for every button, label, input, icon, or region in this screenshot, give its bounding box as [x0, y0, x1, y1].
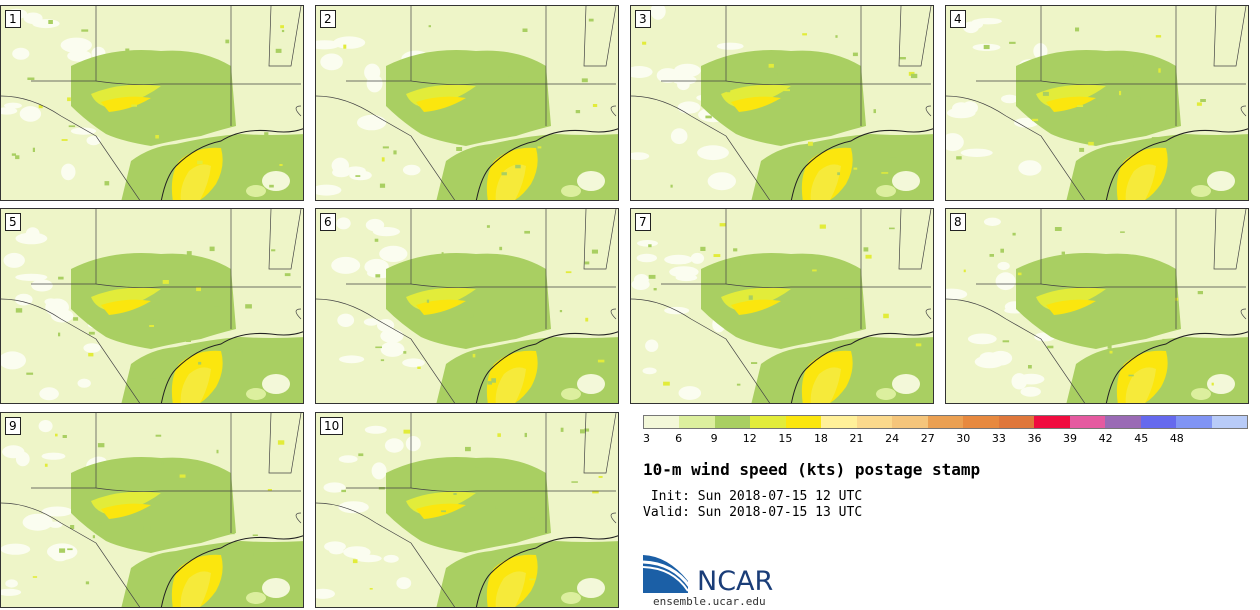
member-label: 5: [5, 213, 21, 231]
colorbar-segment: [998, 416, 1035, 428]
colorbar-tick-label: 33: [991, 432, 1006, 445]
member-label: 2: [320, 10, 336, 28]
wind-map-image: [631, 6, 933, 200]
wind-map-image: [946, 209, 1248, 403]
colorbar-tick-label: 30: [956, 432, 971, 445]
wind-map-image: [316, 209, 618, 403]
colorbar-tick-label: 15: [778, 432, 793, 445]
colorbar-segment: [927, 416, 964, 428]
member-map-panel: 10: [315, 412, 619, 608]
colorbar-segment: [963, 416, 999, 428]
colorbar-tick-label: 3: [643, 432, 650, 445]
colorbar-tick-label: 9: [710, 432, 718, 445]
colorbar-tick-label: 12: [742, 432, 757, 445]
colorbar-segment: [1034, 416, 1070, 428]
colorbar-tick-label: 6: [675, 432, 683, 445]
colorbar-segment: [644, 416, 680, 428]
member-map-panel: 3: [630, 5, 934, 201]
colorbar-tick-label: 39: [1063, 432, 1078, 445]
colorbar-tick-label: 27: [920, 432, 935, 445]
member-label: 10: [320, 417, 344, 435]
member-map-panel: 5: [0, 208, 304, 404]
member-map-panel: 8: [945, 208, 1249, 404]
colorbar-segment: [892, 416, 928, 428]
time-info: Init: Sun 2018-07-15 12 UTC Valid: Sun 20…: [643, 489, 862, 521]
colorbar-segment: [714, 416, 751, 428]
colorbar-tick-label: 45: [1134, 432, 1149, 445]
member-map-panel: 1: [0, 5, 304, 201]
colorbar-tick-label: 21: [849, 432, 864, 445]
init-time: Init: Sun 2018-07-15 12 UTC: [643, 489, 863, 504]
ncar-logo-icon: [643, 555, 692, 593]
wind-map-image: [316, 413, 618, 607]
wind-map-image: [946, 6, 1248, 200]
colorbar-ticks: 3 6 9 12 15 18 21 24 27 30 33 36 39 42 45 48: [643, 432, 1248, 446]
member-label: 8: [950, 213, 966, 231]
member-map-panel: 7: [630, 208, 934, 404]
member-map-panel: 6: [315, 208, 619, 404]
colorbar-tick-label: 24: [885, 432, 900, 445]
map-title: 10-m wind speed (kts) postage stamp: [643, 460, 981, 479]
colorbar-segment: [821, 416, 857, 428]
member-label: 3: [635, 10, 651, 28]
member-label: 4: [950, 10, 966, 28]
colorbar-segment: [1176, 416, 1212, 428]
member-map-panel: 2: [315, 5, 619, 201]
colorbar-segment: [1211, 416, 1247, 428]
colorbar-segment: [856, 416, 893, 428]
member-label: 1: [5, 10, 21, 28]
colorbar-tick-label: 48: [1169, 432, 1184, 445]
colorbar-segment: [679, 416, 715, 428]
wind-map-image: [316, 6, 618, 200]
member-label: 9: [5, 417, 21, 435]
colorbar-segment: [750, 416, 786, 428]
wind-map-image: [1, 6, 303, 200]
colorbar-tick-label: 18: [813, 432, 828, 445]
colorbar-segment: [1140, 416, 1177, 428]
wind-map-image: [1, 413, 303, 607]
colorbar: [643, 415, 1248, 429]
member-map-panel: 4: [945, 5, 1249, 201]
member-label: 7: [635, 213, 651, 231]
colorbar-tick-label: 36: [1027, 432, 1042, 445]
colorbar-segment: [785, 416, 822, 428]
member-label: 6: [320, 213, 336, 231]
colorbar-segment: [1105, 416, 1141, 428]
member-map-panel: 9: [0, 412, 304, 608]
ncar-logo-text: NCAR: [697, 566, 774, 597]
wind-map-image: [631, 209, 933, 403]
valid-time: Valid: Sun 2018-07-15 13 UTC: [643, 505, 863, 520]
colorbar-tick-label: 42: [1098, 432, 1113, 445]
site-url: ensemble.ucar.edu: [653, 595, 766, 608]
colorbar-segment: [1069, 416, 1106, 428]
wind-map-image: [1, 209, 303, 403]
